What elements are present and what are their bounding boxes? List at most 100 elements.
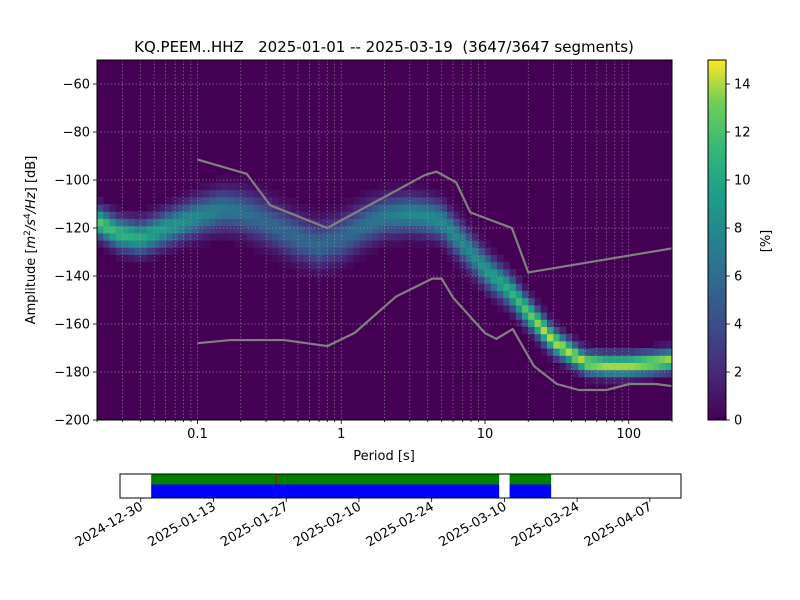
density-cell (209, 211, 217, 219)
density-cell (259, 247, 267, 255)
density-cell (247, 232, 254, 241)
density-cell (434, 204, 442, 212)
density-cell (222, 204, 229, 212)
density-cell (403, 225, 411, 234)
density-cell (640, 348, 648, 356)
density-cell (572, 362, 579, 371)
density-cell (453, 240, 461, 248)
density-cell (572, 333, 579, 342)
density-cell (390, 232, 398, 241)
density-cell (165, 232, 173, 241)
density-cell (665, 355, 672, 363)
density-cell (359, 218, 367, 227)
density-cell (309, 204, 317, 212)
density-cell (122, 211, 129, 219)
density-cell (384, 204, 392, 212)
density-cell (565, 355, 573, 363)
density-cell (434, 189, 442, 198)
colorbar-tick-label: 2 (734, 366, 742, 381)
density-cell (122, 225, 129, 234)
density-cell (572, 340, 579, 349)
density-cell (515, 319, 523, 327)
density-cell (272, 196, 279, 205)
density-cell (403, 211, 411, 219)
density-cell (378, 189, 386, 198)
density-cell (453, 204, 461, 212)
density-cell (590, 376, 598, 385)
density-cell (353, 211, 361, 219)
density-cell (372, 204, 379, 212)
density-cell (497, 283, 504, 291)
density-cell (372, 240, 379, 248)
density-cell (97, 218, 104, 227)
density-cell (590, 355, 598, 363)
used-segments-span (509, 474, 552, 485)
density-cell (347, 247, 354, 255)
density-cell (165, 247, 173, 255)
density-cell (234, 232, 242, 241)
density-cell (215, 182, 223, 191)
density-cell (353, 240, 361, 248)
high-noise-model-curve (197, 158, 672, 274)
density-cell (490, 276, 498, 284)
density-cell (453, 261, 461, 270)
density-cell (334, 268, 342, 277)
density-cell (209, 232, 217, 241)
density-cell (534, 312, 542, 320)
density-cell (634, 355, 642, 363)
density-cell (322, 204, 329, 212)
density-cell (422, 225, 429, 234)
density-cell (497, 268, 504, 277)
density-cell (309, 268, 317, 277)
density-cell (178, 240, 186, 248)
density-cell (365, 196, 373, 205)
density-cell (184, 240, 192, 248)
density-cell (465, 232, 473, 241)
density-cell (297, 247, 304, 255)
density-cell (140, 232, 148, 241)
density-cell (453, 247, 461, 255)
density-cell (378, 232, 386, 241)
density-cell (553, 348, 561, 356)
density-cell (540, 348, 548, 356)
x-tick-label: 10 (477, 427, 494, 442)
density-cell (153, 232, 161, 241)
density-cell (478, 247, 486, 255)
density-cell (434, 211, 442, 219)
density-cell (115, 218, 123, 227)
density-cell (340, 232, 348, 241)
density-cell (647, 369, 654, 378)
density-cell (378, 196, 386, 205)
density-cell (240, 204, 248, 212)
timeline-tick-label: 2025-03-24 (509, 499, 582, 550)
density-cell (422, 196, 429, 205)
density-cell (315, 268, 323, 277)
density-cell (615, 348, 623, 356)
density-cell (528, 290, 536, 299)
density-cell (153, 225, 161, 234)
density-cell (472, 225, 479, 234)
density-cell (528, 312, 536, 320)
density-cell (409, 211, 417, 219)
density-cell (209, 225, 217, 234)
density-cell (128, 240, 136, 248)
density-cell (440, 232, 448, 241)
density-cell (528, 297, 536, 306)
density-cell (409, 232, 417, 241)
density-cell (284, 218, 292, 227)
density-cell (428, 218, 436, 227)
density-cell (659, 362, 667, 371)
density-cell (359, 225, 367, 234)
density-cell (665, 348, 672, 356)
density-cell (359, 189, 367, 198)
density-cell (347, 196, 354, 205)
density-cell (665, 340, 672, 349)
density-cell (484, 254, 492, 263)
density-cell (128, 232, 136, 241)
density-cell (472, 261, 479, 270)
density-cell (109, 225, 117, 234)
density-cell (240, 175, 248, 183)
density-cell (203, 240, 211, 248)
density-cell (222, 218, 229, 227)
density-cell (503, 297, 511, 306)
